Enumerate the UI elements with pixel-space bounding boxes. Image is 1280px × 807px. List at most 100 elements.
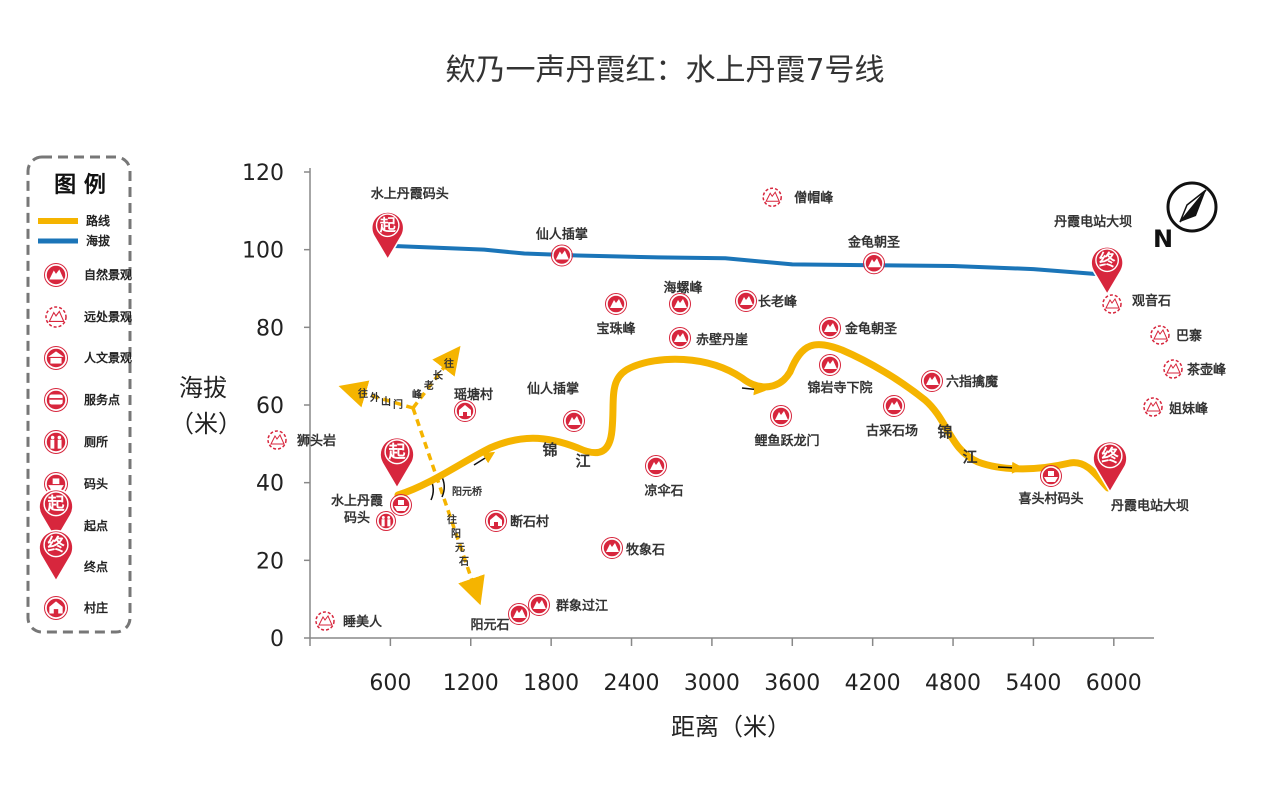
poi-label: 阳元石 bbox=[470, 618, 509, 633]
poi-label: 茶壶峰 bbox=[1187, 362, 1227, 378]
x-tick-label: 600 bbox=[369, 671, 411, 696]
end-pin-icon-glyph: 终 bbox=[48, 534, 66, 555]
boat-icon bbox=[390, 494, 412, 516]
start-pin-icon: 起 bbox=[370, 211, 405, 261]
village-icon bbox=[454, 400, 476, 422]
upper-label-1: 仙人插掌 bbox=[536, 226, 588, 242]
route-direction-arrow-3 bbox=[997, 461, 1024, 474]
mountain-icon bbox=[735, 290, 757, 312]
x-tick-label: 3000 bbox=[684, 671, 740, 696]
legend-title: 图 例 bbox=[54, 173, 106, 198]
roads: 往 外 山 门 往 长 老 峰 阳元桥 往 阳 元 石 bbox=[338, 345, 485, 606]
road-label-south-1: 阳 bbox=[451, 528, 461, 540]
bridge-label: 阳元桥 bbox=[452, 485, 483, 498]
legend-label-9: 终点 bbox=[84, 559, 108, 574]
axes: 600 1200 1800 2400 3000 3600 4200 4800 5400 6000 … bbox=[170, 161, 1154, 741]
elevation-line bbox=[387, 243, 1108, 277]
y-tick-label: 20 bbox=[256, 549, 284, 574]
compass-north-label: N bbox=[1153, 225, 1173, 253]
poi-label: 群象过江 bbox=[556, 598, 608, 614]
mountain-icon bbox=[563, 410, 585, 432]
road-label-peak-2: 老 bbox=[423, 379, 434, 392]
y-tick-label: 60 bbox=[256, 394, 284, 419]
x-tick-label: 1800 bbox=[523, 671, 579, 696]
legend-label-route: 路线 bbox=[86, 213, 110, 228]
mountain-icon bbox=[883, 395, 905, 417]
poi-label: 长老峰 bbox=[758, 294, 798, 310]
route-direction-arrow-1 bbox=[473, 451, 496, 466]
poi-label: 赤壁丹崖 bbox=[696, 332, 748, 348]
y-tick-label: 120 bbox=[242, 161, 284, 186]
route-direction-arrow-2 bbox=[741, 383, 766, 396]
y-tick-label: 100 bbox=[242, 239, 284, 264]
road-label-south-2: 元 bbox=[455, 542, 465, 554]
x-tick-label: 1200 bbox=[443, 671, 499, 696]
legend-label-8: 起点 bbox=[83, 518, 108, 533]
river-label-jiang-2: 江 bbox=[962, 448, 977, 466]
mountain-icon bbox=[819, 354, 841, 376]
legend-label-6: 厕所 bbox=[84, 434, 108, 449]
road-label-south-0: 往 bbox=[447, 513, 457, 526]
poi-label: 宝珠峰 bbox=[596, 321, 636, 337]
distant-mountain-icon bbox=[1163, 359, 1183, 379]
start-pin-icon: 起 bbox=[379, 436, 415, 490]
legend-label-7: 码头 bbox=[84, 476, 108, 491]
poi-label: 丹霞电站大坝 bbox=[1111, 498, 1189, 514]
poi-label: 巴寨 bbox=[1176, 328, 1202, 344]
poi-label: 锦岩寺下院 bbox=[807, 380, 872, 396]
upper-label-3: 金龟朝圣 bbox=[847, 234, 901, 250]
distant-mountain-icon bbox=[1150, 325, 1170, 345]
distant-mountain-icon bbox=[762, 187, 782, 207]
compass-needle-light bbox=[1179, 189, 1207, 223]
mountain-icon bbox=[528, 594, 550, 616]
y-axis-label-line2: （米） bbox=[170, 410, 242, 438]
road-to-outer-gate bbox=[338, 380, 414, 410]
x-tick-label: 4200 bbox=[845, 671, 901, 696]
poi-label: 睡美人 bbox=[343, 614, 383, 630]
x-tick-label: 5400 bbox=[1005, 671, 1061, 696]
poi-label: 仙人插掌 bbox=[527, 381, 579, 397]
legend-label-5: 服务点 bbox=[84, 392, 120, 407]
upper-label-end: 丹霞电站大坝 bbox=[1054, 214, 1132, 230]
start-pin-icon: 起 bbox=[38, 488, 74, 542]
poi-label: 牧象石 bbox=[626, 542, 665, 558]
road-label-outer-0: 往 bbox=[358, 387, 368, 400]
map-title: 欸乃一声丹霞红：水上丹霞7号线 bbox=[445, 53, 884, 88]
road-to-yangyuan-stone bbox=[411, 407, 485, 606]
end-pin-icon: 终 bbox=[1092, 440, 1128, 494]
mountain-icon bbox=[508, 603, 530, 625]
poi-label: 狮头岩 bbox=[296, 433, 336, 449]
y-tick-label: 0 bbox=[270, 627, 284, 652]
x-tick-label: 3600 bbox=[764, 671, 820, 696]
poi-label: 凉伞石 bbox=[644, 483, 683, 499]
distant-mountain-icon bbox=[45, 306, 67, 328]
x-tick-label: 4800 bbox=[925, 671, 981, 696]
road-label-peak-3: 峰 bbox=[412, 388, 423, 401]
poi-label: 鲤鱼跃龙门 bbox=[753, 433, 819, 449]
legend-label-elevation: 海拔 bbox=[86, 233, 111, 248]
end-pin-icon: 终 bbox=[1090, 246, 1124, 296]
road-to-elder-peak bbox=[411, 345, 461, 410]
legend-border bbox=[26, 155, 132, 634]
poi-label: 古采石场 bbox=[866, 423, 918, 439]
x-axis-label: 距离（米） bbox=[671, 713, 791, 741]
road-label-south-3: 石 bbox=[458, 556, 469, 568]
poi-label: 瑶塘村 bbox=[454, 387, 493, 403]
toilet-icon bbox=[44, 430, 68, 454]
road-label-outer-1: 外 bbox=[369, 391, 380, 404]
poi-label-dock-line2: 码头 bbox=[344, 510, 370, 526]
poi-label: 金龟朝圣 bbox=[844, 321, 898, 337]
river-label-jin-2: 锦 bbox=[937, 423, 952, 441]
poi-label: 姐妹峰 bbox=[1169, 401, 1209, 417]
road-label-outer-2: 山 bbox=[381, 395, 391, 408]
distant-mountain-icon bbox=[1102, 294, 1122, 314]
poi-label: 海螺峰 bbox=[663, 280, 703, 296]
mountain-icon bbox=[669, 293, 691, 315]
poi-label: 六指擒魔 bbox=[946, 374, 998, 390]
village-icon bbox=[44, 596, 68, 620]
road-label-peak-1: 长 bbox=[433, 369, 444, 382]
village-icon bbox=[485, 510, 507, 532]
upper-label-2: 僧帽峰 bbox=[794, 190, 834, 206]
mountain-icon bbox=[601, 537, 623, 559]
